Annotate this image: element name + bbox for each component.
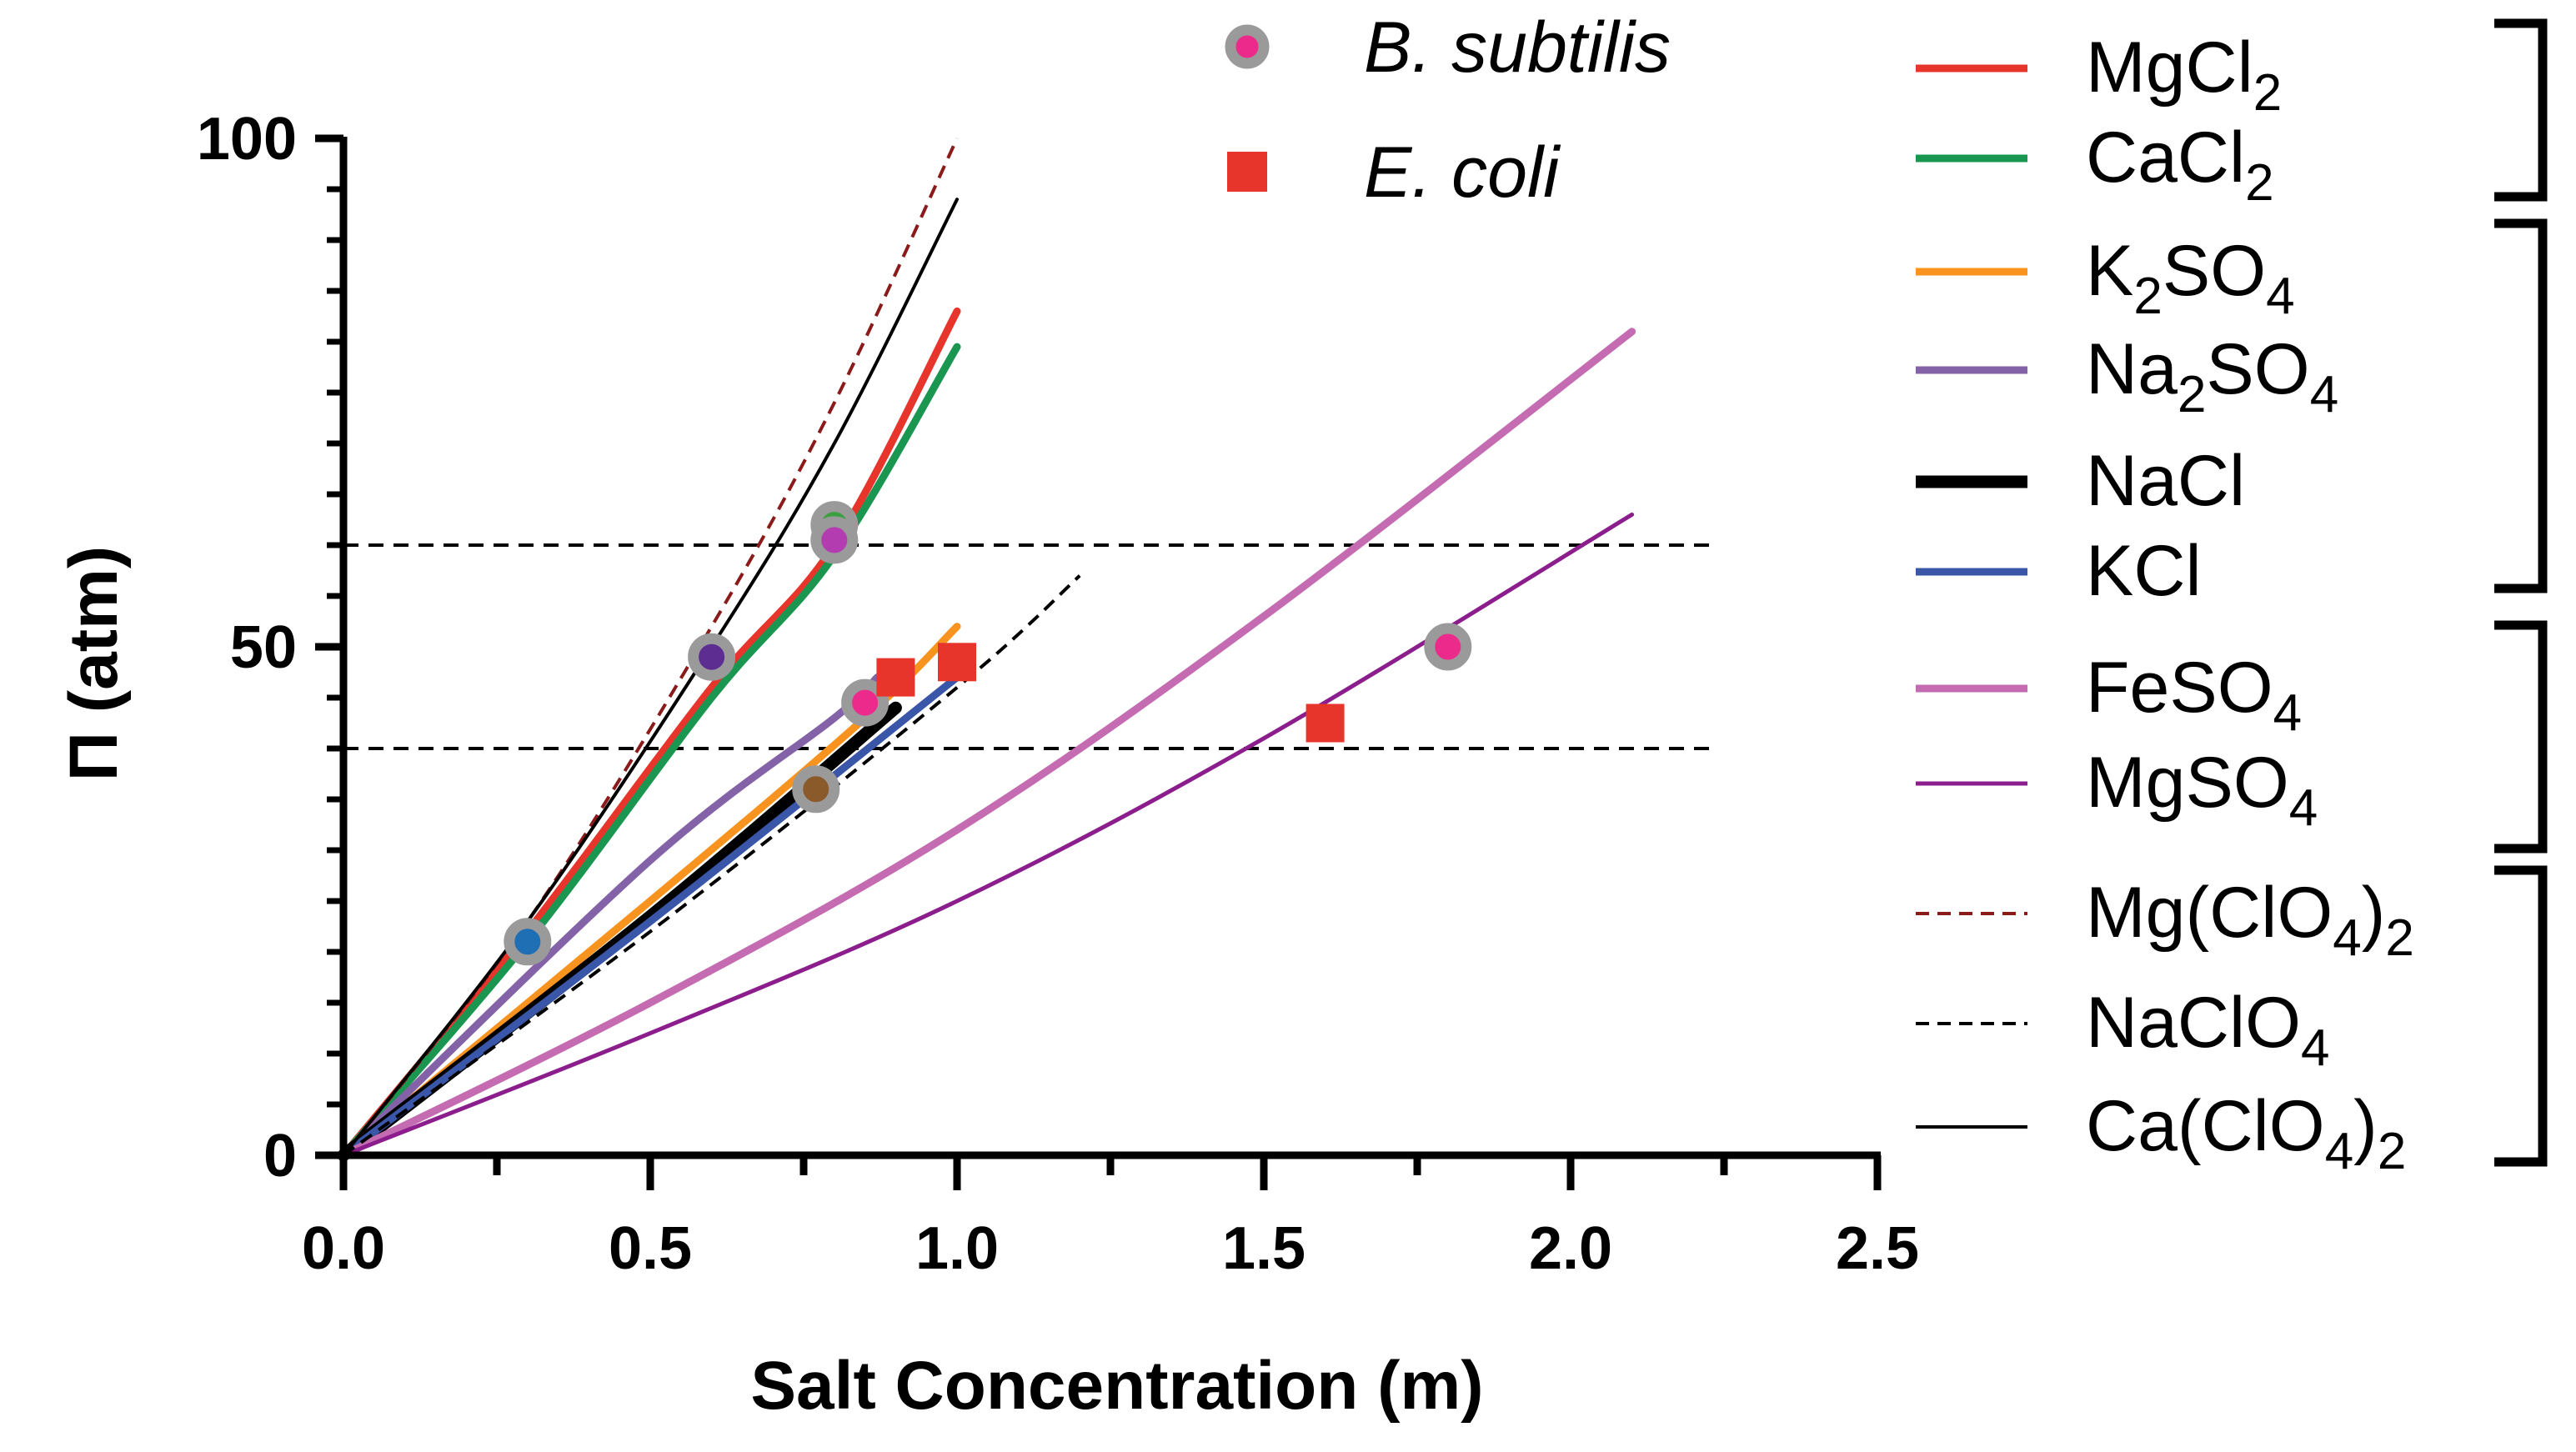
legend-subscript: 4 bbox=[2325, 1123, 2353, 1180]
marker-legend-label-0: B. subtilis bbox=[1364, 8, 1671, 88]
marker-legend-square-icon bbox=[1227, 152, 1267, 192]
x-tick-label-4: 2.0 bbox=[1529, 1215, 1612, 1282]
legend-text-part: MgCl bbox=[2086, 28, 2253, 108]
legend-subscript: 2 bbox=[2245, 154, 2273, 212]
series-line-9 bbox=[342, 574, 1081, 1157]
legend-label-6: FeSO4 bbox=[2086, 648, 2302, 742]
legend-label-4: NaCl bbox=[2086, 441, 2245, 521]
legend-label-1: CaCl2 bbox=[2086, 118, 2274, 212]
point-bsubtilis-0 bbox=[504, 918, 552, 966]
x-tick-label-3: 1.5 bbox=[1222, 1215, 1306, 1282]
legend-text-part: ) bbox=[2362, 873, 2386, 953]
legend-group-bracket-3 bbox=[2494, 865, 2548, 1167]
legend-group-bracket-2 bbox=[2494, 620, 2548, 854]
y-tick-label-2: 100 bbox=[197, 106, 297, 173]
series-line-1 bbox=[339, 343, 961, 1159]
legend-subscript: 2 bbox=[2178, 366, 2206, 423]
marker-legend: B. subtilis E. coli bbox=[1225, 8, 1671, 213]
legend-subscript: 4 bbox=[2333, 909, 2361, 967]
legend-text-part: Na bbox=[2086, 329, 2178, 409]
legend-text-part: FeSO bbox=[2086, 648, 2273, 728]
y-tick-label-1: 50 bbox=[230, 614, 297, 681]
series-line-5 bbox=[339, 673, 961, 1159]
y-tick-label-0: 0 bbox=[263, 1123, 297, 1189]
legend-text-part: KCl bbox=[2086, 531, 2202, 611]
legend-text-part: NaCl bbox=[2086, 441, 2245, 521]
series-line-8 bbox=[342, 138, 959, 1157]
legend-label-9: NaClO4 bbox=[2086, 983, 2330, 1077]
legend-text-part: Ca(ClO bbox=[2086, 1086, 2325, 1166]
line-legend: MgCl2CaCl2K2SO4Na2SO4NaClKClFeSO4MgSO4Mg… bbox=[1916, 18, 2548, 1180]
series-lines bbox=[337, 138, 1636, 1162]
legend-group-bracket-0 bbox=[2494, 18, 2548, 202]
x-tick-label-2: 1.0 bbox=[915, 1215, 999, 1282]
legend-label-3: Na2SO4 bbox=[2086, 329, 2338, 423]
legend-text-part: ) bbox=[2353, 1086, 2378, 1166]
point-ecoli-0 bbox=[876, 658, 915, 697]
legend-label-10: Ca(ClO4)2 bbox=[2086, 1086, 2406, 1180]
legend-text-part: Mg(ClO bbox=[2086, 873, 2333, 953]
x-tick-label-1: 0.5 bbox=[609, 1215, 692, 1282]
legend-subscript: 2 bbox=[2378, 1123, 2406, 1180]
legend-subscript: 4 bbox=[2266, 268, 2294, 325]
legend-label-0: MgCl2 bbox=[2086, 28, 2282, 122]
legend-text-part: NaClO bbox=[2086, 983, 2301, 1063]
point-ecoli-1 bbox=[938, 643, 976, 682]
series-line-0 bbox=[339, 307, 961, 1159]
legend-label-2: K2SO4 bbox=[2086, 231, 2295, 325]
point-bsubtilis-1 bbox=[688, 633, 736, 681]
legend-subscript: 4 bbox=[2310, 366, 2338, 423]
legend-text-part: CaCl bbox=[2086, 118, 2245, 198]
legend-subscript: 4 bbox=[2289, 779, 2318, 837]
data-points bbox=[504, 501, 1472, 966]
legend-text-part: MgSO bbox=[2086, 743, 2289, 823]
point-bsubtilis-4 bbox=[792, 765, 840, 814]
legend-subscript: 2 bbox=[2253, 64, 2282, 122]
series-line-7 bbox=[341, 512, 1635, 1158]
point-bsubtilis-3 bbox=[810, 516, 859, 564]
axes: 0 50 100 0.0 0.5 1.0 1.5 2.0 2.5 Salt Concentrati… bbox=[56, 106, 1919, 1424]
legend-subscript: 4 bbox=[2273, 684, 2302, 742]
x-tick-label-5: 2.5 bbox=[1836, 1215, 1919, 1282]
legend-subscript: 4 bbox=[2301, 1019, 2329, 1077]
y-axis-title: Π (atm) bbox=[56, 546, 132, 781]
legend-label-5: KCl bbox=[2086, 531, 2202, 611]
marker-legend-circle-icon bbox=[1225, 24, 1270, 69]
legend-label-7: MgSO4 bbox=[2086, 743, 2318, 837]
legend-label-8: Mg(ClO4)2 bbox=[2086, 873, 2414, 967]
x-tick-label-0: 0.0 bbox=[302, 1215, 385, 1282]
legend-group-bracket-1 bbox=[2494, 218, 2548, 593]
legend-subscript: 2 bbox=[2133, 268, 2162, 325]
legend-subscript: 2 bbox=[2385, 909, 2413, 967]
point-bsubtilis-6 bbox=[1424, 623, 1472, 671]
legend-text-part: SO bbox=[2206, 329, 2309, 409]
legend-text-part: K bbox=[2086, 231, 2133, 311]
series-line-10 bbox=[342, 198, 959, 1157]
point-ecoli-2 bbox=[1306, 703, 1345, 743]
point-bsubtilis-5 bbox=[841, 678, 890, 727]
reference-lines bbox=[343, 543, 1711, 750]
series-line-6 bbox=[339, 328, 1636, 1159]
legend-text-part: SO bbox=[2163, 231, 2266, 311]
marker-legend-label-1: E. coli bbox=[1364, 133, 1561, 213]
x-axis-title: Salt Concentration (m) bbox=[750, 1348, 1483, 1424]
